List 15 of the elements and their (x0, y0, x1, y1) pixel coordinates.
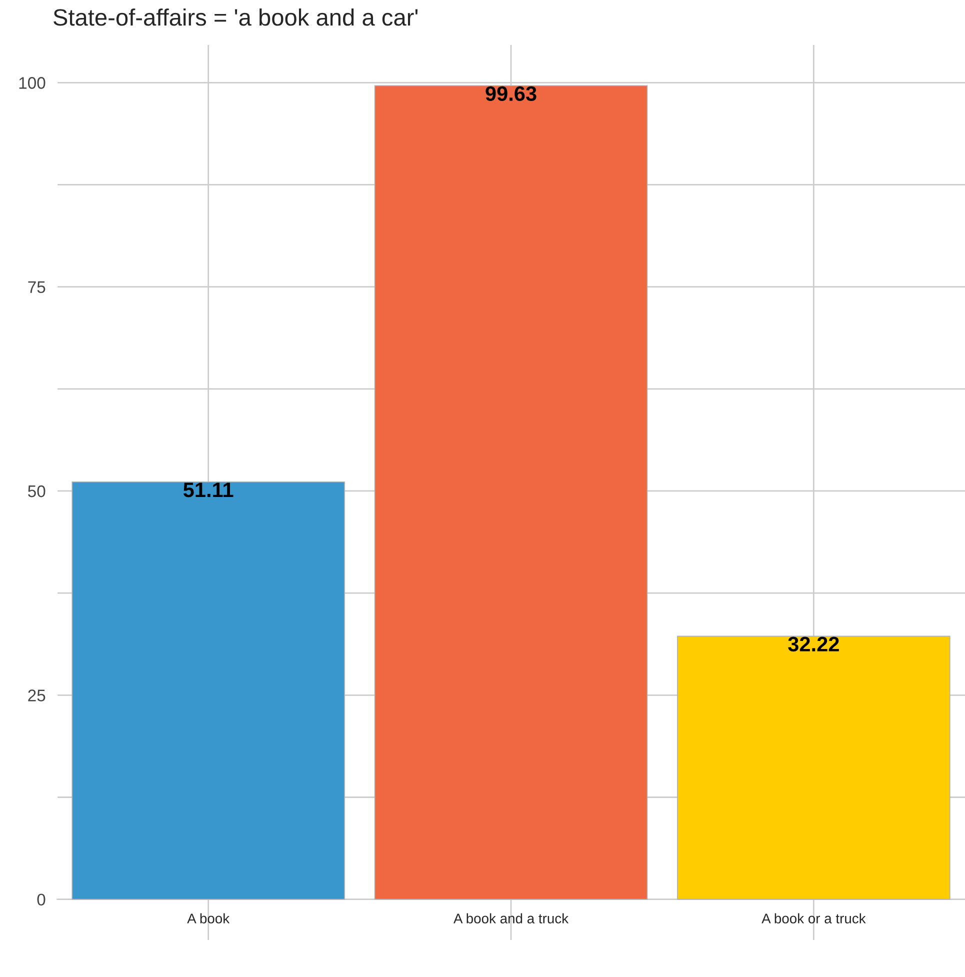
bar (677, 636, 950, 900)
x-tick-label: A book (187, 913, 230, 924)
y-tick-label: 75 (28, 281, 46, 294)
bar (374, 85, 648, 900)
data-label: 99.63 (486, 86, 536, 102)
x-tick-label: A book or a truck (762, 913, 866, 924)
data-label: 32.22 (788, 636, 839, 652)
y-tick-label: 100 (19, 77, 46, 89)
data-label: 51.11 (183, 482, 234, 498)
y-tick-label: 0 (37, 894, 46, 906)
y-tick-label: 50 (28, 485, 46, 498)
bar (72, 482, 345, 900)
x-tick-label: A book and a truck (454, 913, 569, 924)
chart-title: State-of-affairs = 'a book and a car' (54, 8, 418, 26)
y-tick-label: 25 (28, 690, 46, 702)
